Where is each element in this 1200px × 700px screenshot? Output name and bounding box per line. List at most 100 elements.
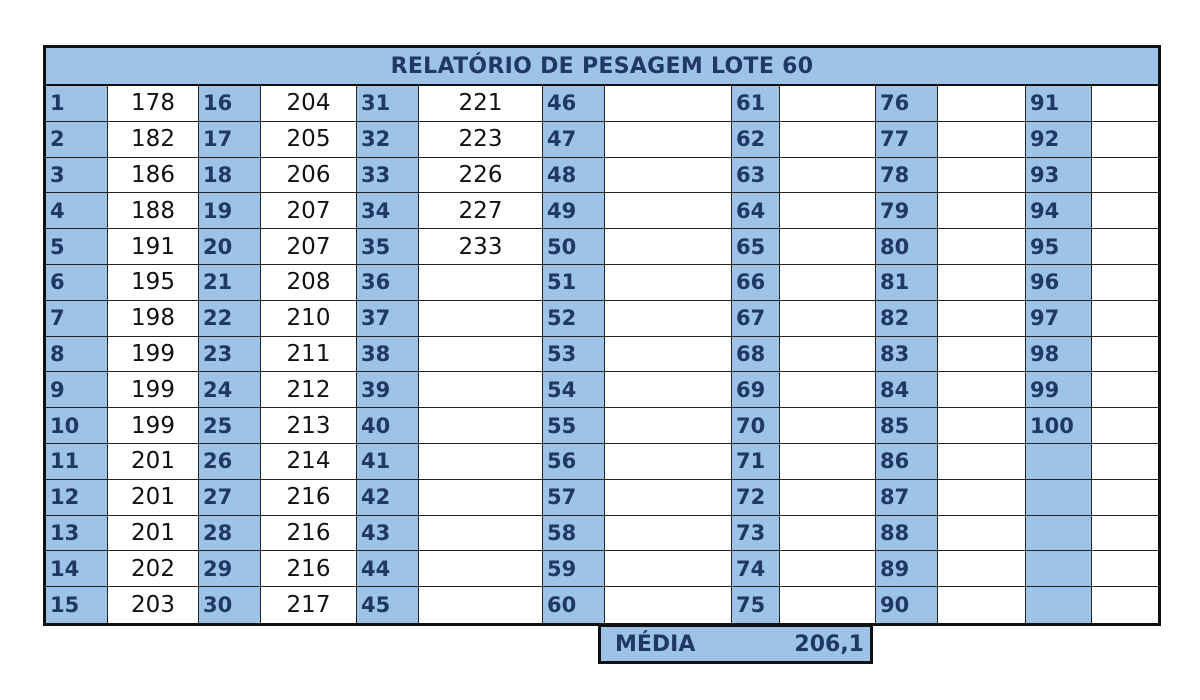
item-number-67: 67: [732, 300, 780, 337]
item-number-103: [1026, 515, 1092, 552]
weight-value-27: 216: [261, 479, 357, 516]
item-number-35: 35: [357, 229, 419, 265]
item-number-62: 62: [732, 121, 780, 158]
item-number-50: 50: [543, 229, 605, 265]
weight-value-61: [780, 86, 876, 122]
item-number-89: 89: [876, 551, 938, 588]
item-number-65: 65: [732, 229, 780, 265]
item-number-6: 6: [46, 265, 108, 301]
weight-value-46: [605, 86, 732, 122]
item-number-69: 69: [732, 372, 780, 409]
weight-value-71: [780, 444, 876, 480]
weight-value-36: [419, 265, 543, 301]
weight-value-66: [780, 265, 876, 301]
weighing-report-table: RELATÓRIO DE PESAGEM LOTE 60 1 178 2 182 3 18…: [43, 45, 1161, 626]
weight-value-65: [780, 229, 876, 265]
item-number-10: 10: [46, 408, 108, 444]
item-number-61: 61: [732, 86, 780, 122]
item-number-75: 75: [732, 587, 780, 623]
weight-value-102: [1092, 479, 1158, 516]
item-number-12: 12: [46, 479, 108, 516]
item-number-102: [1026, 479, 1092, 516]
item-number-7: 7: [46, 300, 108, 337]
item-number-82: 82: [876, 300, 938, 337]
weight-value-70: [780, 408, 876, 444]
weight-value-73: [780, 515, 876, 552]
weight-value-39: [419, 372, 543, 409]
item-number-98: 98: [1026, 336, 1092, 373]
weight-value-63: [780, 157, 876, 194]
weight-value-37: [419, 300, 543, 337]
item-number-3: 3: [46, 157, 108, 194]
weight-value-91: [1092, 86, 1158, 122]
item-number-80: 80: [876, 229, 938, 265]
weight-value-11: 201: [108, 444, 199, 480]
weight-value-105: [1092, 587, 1158, 623]
weight-value-31: 221: [419, 86, 543, 122]
weight-value-18: 206: [261, 157, 357, 194]
item-number-9: 9: [46, 372, 108, 409]
item-number-43: 43: [357, 515, 419, 552]
item-number-1: 1: [46, 86, 108, 122]
item-number-100: 100: [1026, 408, 1092, 444]
weight-value-22: 210: [261, 300, 357, 337]
item-number-93: 93: [1026, 157, 1092, 194]
weight-value-69: [780, 372, 876, 409]
item-number-90: 90: [876, 587, 938, 623]
item-number-45: 45: [357, 587, 419, 623]
weight-value-3: 186: [108, 157, 199, 194]
item-number-38: 38: [357, 336, 419, 373]
weight-value-13: 201: [108, 515, 199, 552]
weight-value-6: 195: [108, 265, 199, 301]
weight-value-26: 214: [261, 444, 357, 480]
weight-value-14: 202: [108, 551, 199, 588]
item-number-16: 16: [199, 86, 261, 122]
item-number-27: 27: [199, 479, 261, 516]
item-number-32: 32: [357, 121, 419, 158]
weight-value-90: [938, 587, 1026, 623]
item-number-56: 56: [543, 444, 605, 480]
item-number-78: 78: [876, 157, 938, 194]
item-number-63: 63: [732, 157, 780, 194]
weight-value-20: 207: [261, 229, 357, 265]
weight-value-85: [938, 408, 1026, 444]
weight-value-95: [1092, 229, 1158, 265]
item-number-96: 96: [1026, 265, 1092, 301]
weight-value-57: [605, 479, 732, 516]
weight-value-49: [605, 193, 732, 230]
weight-value-2: 182: [108, 121, 199, 158]
weight-value-87: [938, 479, 1026, 516]
weight-value-58: [605, 515, 732, 552]
item-number-29: 29: [199, 551, 261, 588]
item-number-25: 25: [199, 408, 261, 444]
item-number-86: 86: [876, 444, 938, 480]
weight-value-103: [1092, 515, 1158, 552]
item-number-74: 74: [732, 551, 780, 588]
weight-value-75: [780, 587, 876, 623]
item-number-85: 85: [876, 408, 938, 444]
item-number-5: 5: [46, 229, 108, 265]
weight-value-88: [938, 515, 1026, 552]
item-number-49: 49: [543, 193, 605, 230]
item-number-58: 58: [543, 515, 605, 552]
item-number-60: 60: [543, 587, 605, 623]
weight-value-29: 216: [261, 551, 357, 588]
weight-value-19: 207: [261, 193, 357, 230]
weight-value-28: 216: [261, 515, 357, 552]
weight-value-60: [605, 587, 732, 623]
item-number-72: 72: [732, 479, 780, 516]
item-number-66: 66: [732, 265, 780, 301]
average-box: MÉDIA 206,1: [598, 624, 873, 664]
weight-value-41: [419, 444, 543, 480]
average-label: MÉDIA: [615, 631, 696, 657]
weight-value-44: [419, 551, 543, 588]
item-number-31: 31: [357, 86, 419, 122]
weights-grid: 1 178 2 182 3 186 4 188 5 191 6 195 7 198 8 199 9 199 10 19…: [46, 86, 1158, 623]
item-number-53: 53: [543, 336, 605, 373]
item-number-70: 70: [732, 408, 780, 444]
weight-value-81: [938, 265, 1026, 301]
item-number-84: 84: [876, 372, 938, 409]
item-number-59: 59: [543, 551, 605, 588]
item-number-4: 4: [46, 193, 108, 230]
weight-value-59: [605, 551, 732, 588]
